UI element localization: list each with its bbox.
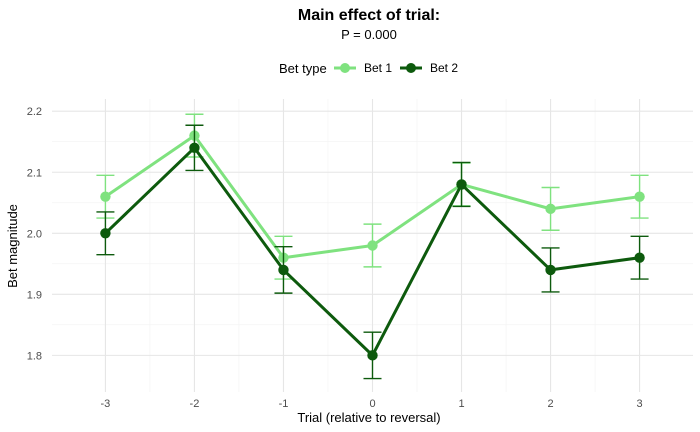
data-point-bet-2 [634, 252, 645, 263]
y-tick-label: 2.2 [27, 106, 42, 118]
data-point-bet-2 [189, 142, 200, 154]
x-axis-title: Trial (relative to reversal) [297, 410, 440, 425]
y-tick-label: 1.8 [27, 350, 42, 362]
legend-marker-bet-1 [340, 63, 350, 73]
y-axis-title: Bet magnitude [5, 204, 20, 288]
legend-label-bet-2: Bet 2 [430, 61, 458, 75]
y-tick-label: 2.1 [27, 167, 42, 179]
data-point-bet-1 [634, 191, 645, 202]
x-tick-label: 2 [547, 398, 553, 410]
series-layer [96, 113, 649, 380]
legend-title: Bet type [279, 61, 327, 76]
y-tick-label: 2.0 [27, 228, 42, 240]
x-tick-label: -2 [190, 398, 200, 410]
x-tick-label: -1 [279, 398, 289, 410]
x-axis-ticks: -3 -2 -1 0 1 2 3 [101, 398, 643, 410]
y-axis-ticks: 1.8 1.9 2.0 2.1 2.2 [27, 106, 42, 362]
data-point-bet-1 [545, 203, 556, 215]
data-point-bet-2 [545, 264, 556, 276]
legend-marker-bet-2 [406, 63, 416, 73]
legend-item-bet-1: Bet 1 [334, 61, 392, 75]
x-tick-label: -3 [101, 398, 111, 410]
chart-subtitle: P = 0.000 [341, 27, 397, 42]
data-point-bet-2 [100, 228, 111, 239]
x-tick-label: 0 [369, 398, 375, 410]
data-point-bet-2 [278, 264, 289, 276]
data-point-bet-2 [367, 350, 378, 361]
series-bet-2 [96, 124, 649, 380]
chart-title: Main effect of trial: [298, 7, 440, 24]
legend-item-bet-2: Bet 2 [400, 61, 458, 75]
y-tick-label: 1.9 [27, 289, 42, 301]
data-point-bet-2 [456, 179, 467, 190]
legend: Bet type Bet 1 Bet 2 [279, 61, 458, 76]
legend-label-bet-1: Bet 1 [364, 61, 392, 75]
data-point-bet-1 [100, 191, 111, 202]
x-tick-label: 3 [637, 398, 643, 410]
x-tick-label: 1 [458, 398, 464, 410]
data-point-bet-1 [367, 240, 378, 251]
